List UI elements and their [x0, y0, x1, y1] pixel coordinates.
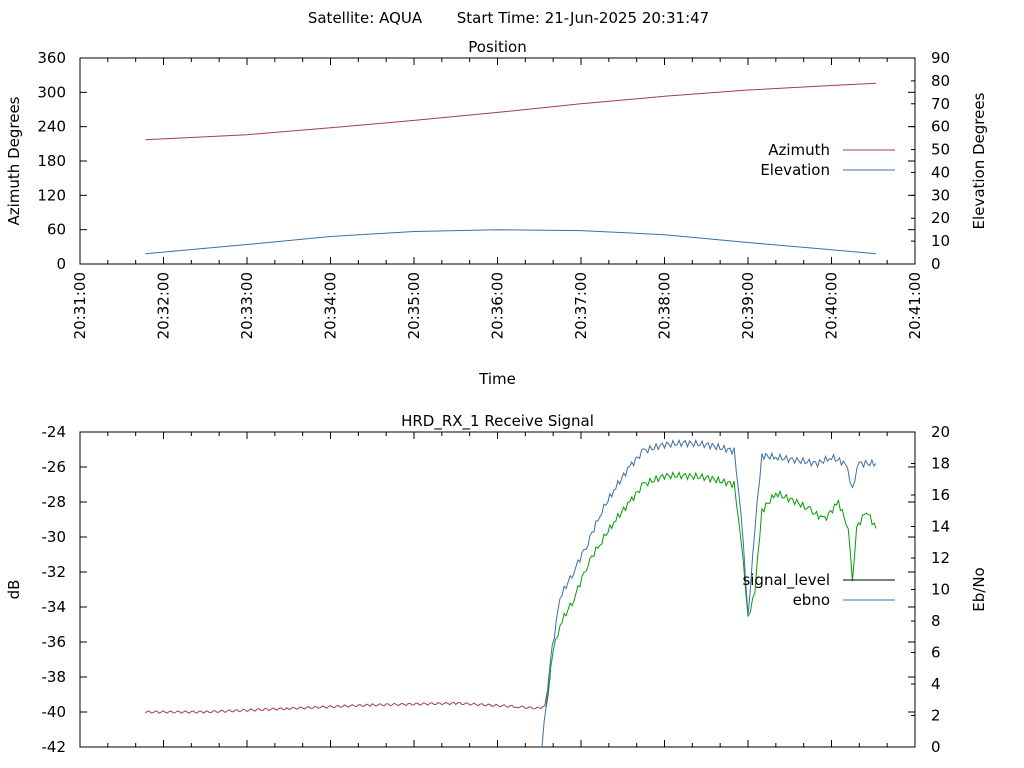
- y-tick-label: -30: [42, 528, 67, 546]
- x-tick-label: 20:40:00: [823, 272, 841, 339]
- x-tick-label: 20:34:00: [322, 272, 340, 339]
- y-tick-label: 0: [56, 255, 66, 273]
- y-tick-label: 180: [37, 152, 66, 170]
- y-tick-label: -40: [42, 703, 67, 721]
- start-time-label: Start Time: 21-Jun-2025 20:31:47: [457, 9, 709, 27]
- y2-tick-label: 80: [931, 72, 950, 90]
- x-tick-label: 20:32:00: [155, 272, 173, 339]
- y-tick-label: -36: [42, 633, 67, 651]
- y-tick-label: 120: [37, 186, 66, 204]
- y-tick-label: 60: [47, 221, 66, 239]
- y-tick-label: -28: [42, 493, 67, 511]
- y2-tick-label: 10: [931, 232, 950, 250]
- y2-tick-label: 70: [931, 95, 950, 113]
- y-tick-label: -32: [42, 563, 67, 581]
- chart-title: HRD_RX_1 Receive Signal: [401, 412, 594, 431]
- y2-tick-label: 6: [931, 644, 941, 662]
- y2-tick-label: 60: [931, 118, 950, 136]
- y2-tick-label: 50: [931, 141, 950, 159]
- x-tick-label: 20:38:00: [656, 272, 674, 339]
- y-tick-label: -26: [42, 458, 67, 476]
- plot-frame: [79, 431, 916, 748]
- y2-axis-label: Eb/No: [970, 567, 988, 611]
- y-tick-label: -42: [42, 738, 67, 756]
- y2-tick-label: 12: [931, 549, 950, 567]
- legend-label: Azimuth: [768, 141, 830, 159]
- y2-tick-label: 16: [931, 486, 950, 504]
- series-line-green_trace: [545, 470, 877, 708]
- y2-tick-label: 14: [931, 518, 950, 536]
- x-tick-label: 20:35:00: [405, 272, 423, 339]
- y2-tick-label: 40: [931, 163, 950, 181]
- x-tick-label: 20:31:00: [71, 272, 89, 339]
- y-tick-label: 300: [37, 83, 66, 101]
- y2-axis-label: Elevation Degrees: [970, 92, 988, 229]
- y2-tick-label: 4: [931, 675, 941, 693]
- receive-signal-chart: HRD_RX_1 Receive Signal -42 -40 -38 -36 -34 -3…: [5, 412, 988, 756]
- series-line-Azimuth: [145, 82, 877, 141]
- x-tick-label: 20:39:00: [739, 272, 757, 339]
- series-line-Elevation: [145, 229, 877, 255]
- x-tick-label: 20:36:00: [489, 272, 507, 339]
- position-chart: Position 0 60 120 180 240 300 360 0 10 20 30 40 50 60 7…: [5, 38, 988, 388]
- y-tick-label: -34: [42, 598, 67, 616]
- x-tick-label: 20:33:00: [238, 272, 256, 339]
- y-tick-label: 360: [37, 49, 66, 67]
- y2-tick-label: 2: [931, 707, 941, 725]
- y2-tick-label: 20: [931, 209, 950, 227]
- legend-label: ebno: [793, 591, 830, 609]
- legend-label: signal_level: [742, 571, 830, 590]
- y2-tick-label: 0: [931, 255, 941, 273]
- y2-tick-label: 18: [931, 455, 950, 473]
- legend-label: Elevation: [760, 161, 830, 179]
- y-tick-label: 240: [37, 118, 66, 136]
- y2-tick-label: 20: [931, 423, 950, 441]
- y2-tick-label: 30: [931, 186, 950, 204]
- satellite-label: Satellite: AQUA: [308, 9, 423, 27]
- series-line-signal_level: [145, 676, 551, 714]
- chart-title: Position: [468, 38, 526, 56]
- x-tick-label: 20:37:00: [572, 272, 590, 339]
- x-tick-label: 20:41:00: [906, 272, 924, 339]
- y2-tick-label: 10: [931, 581, 950, 599]
- y-axis-label: dB: [5, 580, 23, 600]
- y2-tick-label: 90: [931, 49, 950, 67]
- x-axis-label: Time: [478, 370, 516, 388]
- y-tick-label: -38: [42, 668, 67, 686]
- y-tick-label: -24: [42, 423, 67, 441]
- y2-tick-label: 8: [931, 612, 941, 630]
- series-line-ebno: [541, 438, 877, 748]
- y2-tick-label: 0: [931, 738, 941, 756]
- y-axis-label: Azimuth Degrees: [5, 96, 23, 225]
